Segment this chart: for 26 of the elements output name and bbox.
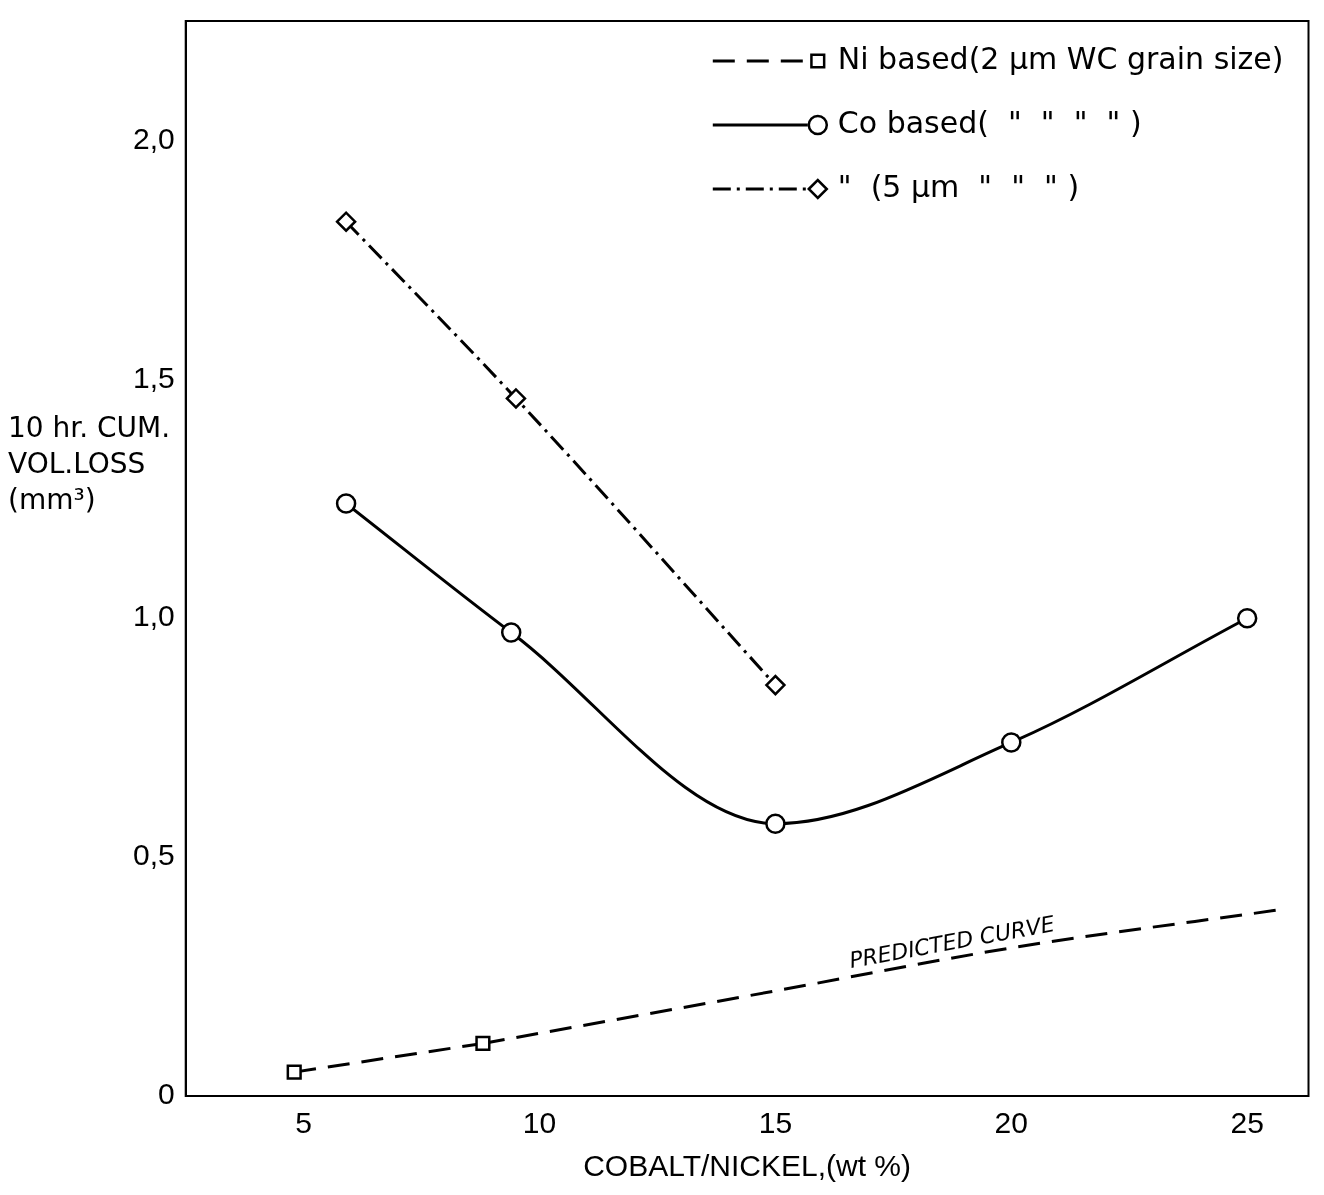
point bbox=[335, 211, 357, 232]
point bbox=[505, 388, 527, 409]
legend-label: Ni based(2 μm WC grain size) bbox=[837, 40, 1284, 76]
y-tick-label: 0,5 bbox=[132, 838, 175, 872]
legend-label: " (5 μm " " " ) bbox=[837, 168, 1080, 204]
x-tick-label: 15 bbox=[758, 1106, 793, 1140]
point bbox=[765, 813, 786, 834]
point bbox=[765, 674, 786, 696]
y-axis-title: 10 hr. CUM. VOL.LOSS (mm³) bbox=[8, 410, 172, 518]
point bbox=[335, 493, 357, 514]
x-axis-title: COBALT/NICKEL,(wt %) bbox=[583, 1149, 912, 1183]
x-tick-label: 5 bbox=[295, 1106, 312, 1140]
point bbox=[286, 1064, 302, 1080]
y-tick-label: 0 bbox=[158, 1077, 175, 1111]
annotation: PREDICTED CURVE bbox=[847, 911, 1057, 973]
x-tick-label: 10 bbox=[522, 1106, 557, 1140]
x-tick-label: 25 bbox=[1230, 1106, 1264, 1140]
y-tick-label: 1,5 bbox=[132, 360, 175, 394]
y-tick-label: 1,0 bbox=[132, 599, 175, 633]
point bbox=[475, 1035, 491, 1052]
point bbox=[1001, 732, 1022, 753]
x-tick-label: 20 bbox=[994, 1106, 1028, 1140]
y-tick-label: 2,0 bbox=[132, 121, 175, 155]
point bbox=[1236, 607, 1258, 629]
legend-label: Co based( " " " " ) bbox=[837, 104, 1142, 140]
point bbox=[500, 622, 522, 643]
